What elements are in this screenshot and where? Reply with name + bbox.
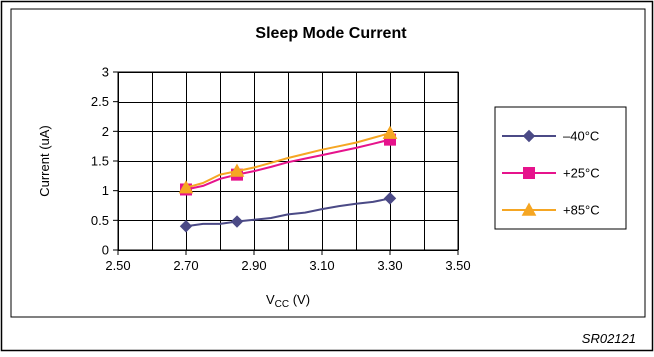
legend-marker-diamond: [522, 129, 536, 143]
legend-layer: –40°C +25°C +85°C: [502, 129, 600, 218]
y-tick-label: 2.5: [91, 94, 109, 109]
ticks-layer: 0 0.5 1 1.5 2 2.5 3 2.50 2.70 2.90 3.10 3.30 3.50: [91, 65, 471, 274]
data-point-diamond: [179, 220, 193, 233]
series-line: [185, 197, 391, 228]
data-point-diamond: [383, 192, 397, 205]
legend-item: –40°C: [502, 129, 599, 144]
y-tick-label: 1.5: [91, 154, 109, 169]
x-tick-label: 2.50: [105, 258, 130, 273]
legend-label: +25°C: [563, 166, 600, 181]
series-layer: [178, 125, 398, 233]
legend-label: –40°C: [563, 129, 599, 144]
x-axis-label-main: V: [266, 292, 275, 307]
legend-item: +85°C: [502, 202, 600, 218]
y-axis-label: Current (uA): [37, 125, 52, 197]
series-line: [185, 132, 391, 189]
data-point-triangle: [382, 125, 398, 139]
x-axis-label-unit: (V): [289, 292, 310, 307]
x-tick-label: 3.30: [377, 258, 402, 273]
legend-marker-triangle: [521, 202, 537, 216]
legend-box: [494, 106, 627, 230]
x-tick-label: 3.50: [445, 258, 470, 273]
data-point-triangle: [178, 180, 194, 194]
series-line: [185, 138, 391, 191]
data-point-triangle: [229, 163, 245, 177]
x-axis-label: VCC (V): [266, 292, 310, 310]
series-1: [179, 192, 397, 233]
data-point-diamond: [230, 215, 244, 228]
y-tick-label: 2: [102, 124, 109, 139]
x-tick-label: 3.10: [309, 258, 334, 273]
series-3: [178, 125, 398, 194]
chart-title: Sleep Mode Current: [255, 25, 407, 42]
y-tick-label: 0: [102, 243, 109, 258]
legend-item: +25°C: [502, 166, 600, 181]
legend-marker-square: [523, 167, 535, 179]
y-tick-label: 0.5: [91, 213, 109, 228]
x-axis-label-subscript: CC: [275, 299, 289, 310]
y-tick-label: 1: [102, 183, 109, 198]
x-tick-label: 2.70: [173, 258, 198, 273]
x-tick-label: 2.90: [241, 258, 266, 273]
legend-label: +85°C: [563, 203, 600, 218]
y-tick-label: 3: [102, 65, 109, 80]
figure-id-annotation: SR02121: [582, 331, 636, 346]
